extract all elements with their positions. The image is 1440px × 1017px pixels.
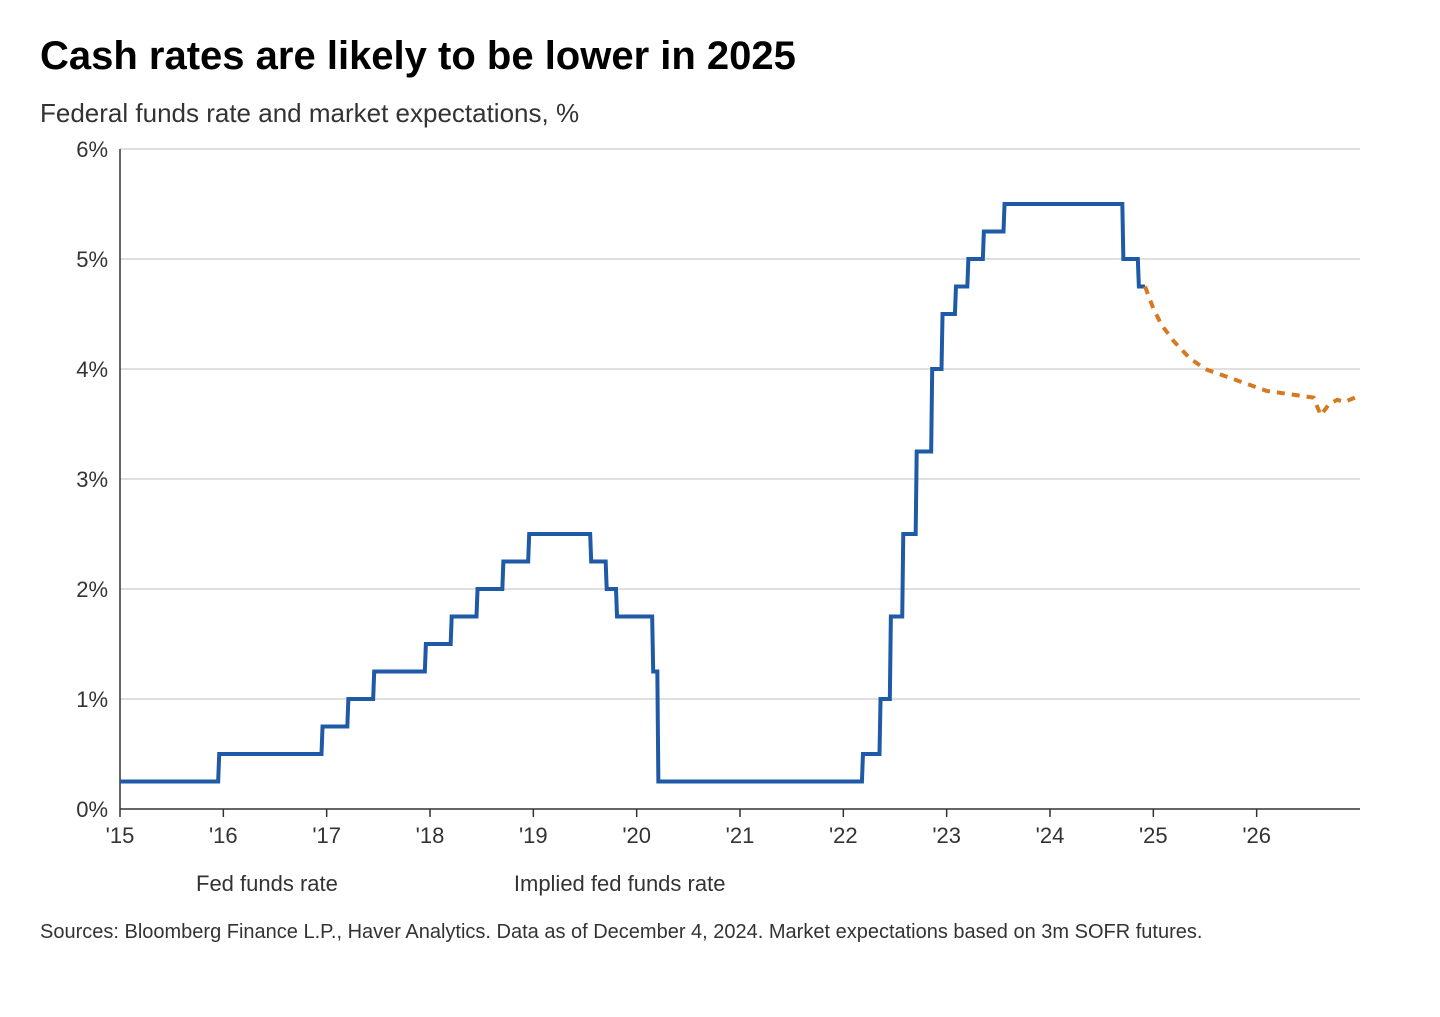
x-tick-label: '22 bbox=[829, 823, 858, 848]
y-tick-label: 3% bbox=[76, 467, 108, 492]
x-tick-label: '16 bbox=[209, 823, 238, 848]
chart-svg: 0% 1% 2% 3% 4% 5% 6% '15 '16 '17 '18 '19 '20 '21 '22 '2… bbox=[40, 139, 1380, 859]
x-tick-label: '24 bbox=[1036, 823, 1065, 848]
x-tick-label: '18 bbox=[416, 823, 445, 848]
chart-subtitle: Federal funds rate and market expectatio… bbox=[40, 98, 1400, 129]
x-tick-label: '21 bbox=[726, 823, 755, 848]
chart-plot-area: 0% 1% 2% 3% 4% 5% 6% '15 '16 '17 '18 '19 '20 '21 '22 '2… bbox=[40, 139, 1400, 859]
legend-label-fed-funds: Fed funds rate bbox=[196, 871, 338, 897]
x-tick-label: '15 bbox=[106, 823, 135, 848]
series-line-1 bbox=[1145, 287, 1355, 416]
y-tick-label: 6% bbox=[76, 139, 108, 162]
y-tick-label: 1% bbox=[76, 687, 108, 712]
y-tick-label: 5% bbox=[76, 247, 108, 272]
y-tick-label: 0% bbox=[76, 797, 108, 822]
legend-label-implied: Implied fed funds rate bbox=[514, 871, 726, 897]
series-line-0 bbox=[120, 204, 1145, 782]
x-tick-label: '17 bbox=[312, 823, 341, 848]
x-tick-label: '19 bbox=[519, 823, 548, 848]
x-tick-label: '26 bbox=[1242, 823, 1271, 848]
chart-legend: Fed funds rate Implied fed funds rate bbox=[160, 871, 1400, 897]
x-tick-label: '23 bbox=[932, 823, 961, 848]
y-tick-label: 4% bbox=[76, 357, 108, 382]
chart-page: Cash rates are likely to be lower in 202… bbox=[0, 0, 1440, 1017]
x-tick-label: '25 bbox=[1139, 823, 1168, 848]
chart-footnote: Sources: Bloomberg Finance L.P., Haver A… bbox=[40, 921, 1400, 944]
x-tick-label: '20 bbox=[622, 823, 651, 848]
legend-item-implied: Implied fed funds rate bbox=[478, 871, 726, 897]
y-tick-label: 2% bbox=[76, 577, 108, 602]
legend-item-fed-funds: Fed funds rate bbox=[160, 871, 338, 897]
chart-title: Cash rates are likely to be lower in 202… bbox=[40, 32, 1400, 80]
